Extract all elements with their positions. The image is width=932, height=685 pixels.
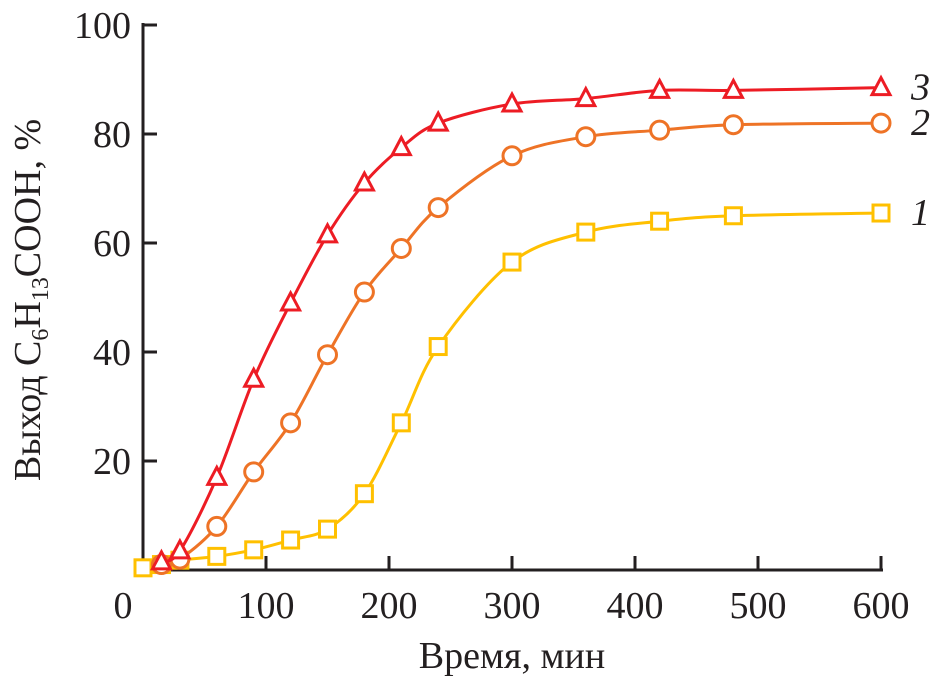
circle-marker: [501, 145, 523, 167]
x-tick-label: 400: [607, 585, 664, 627]
x-tick-label: 200: [361, 585, 418, 627]
circle-marker: [353, 281, 375, 303]
triangle-marker: [242, 366, 266, 388]
x-tick-label: 100: [238, 585, 295, 627]
square-marker: [871, 203, 891, 223]
square-marker: [576, 222, 596, 242]
x-tick-label: 300: [484, 585, 541, 627]
circle-marker: [649, 119, 671, 141]
series-2: 2: [150, 102, 930, 576]
square-marker: [428, 337, 448, 357]
y-tick-label: 20: [93, 441, 131, 483]
circle-marker: [427, 197, 449, 219]
square-marker: [133, 558, 153, 578]
circle-marker: [575, 126, 597, 148]
x-tick-label: 600: [853, 585, 910, 627]
x-tick-label: 500: [730, 585, 787, 627]
y-tick-label: 60: [93, 223, 131, 265]
series-3: 3: [149, 67, 930, 571]
square-marker: [318, 519, 337, 539]
series-label: 3: [910, 67, 930, 109]
y-tick-label: 100: [74, 5, 131, 47]
square-marker: [207, 546, 227, 566]
square-marker: [354, 484, 374, 504]
square-marker: [502, 252, 522, 272]
circle-marker: [206, 515, 228, 537]
y-tick-label: 40: [93, 332, 131, 374]
triangle-marker: [149, 548, 173, 571]
circle-marker: [722, 114, 744, 136]
x-tick-label: 0: [114, 585, 133, 627]
triangle-marker: [352, 169, 376, 192]
triangle-marker: [869, 74, 893, 97]
triangle-marker: [648, 77, 672, 99]
circle-marker: [280, 412, 302, 434]
square-marker: [391, 413, 411, 433]
series-label: 2: [911, 102, 930, 144]
triangle-marker: [316, 221, 339, 244]
x-axis-label: Время, мин: [419, 635, 605, 677]
triangle-marker: [721, 77, 745, 99]
circle-marker: [317, 344, 338, 366]
circle-marker: [243, 461, 265, 483]
y-axis-label: Выход C6H13COOH, %: [7, 119, 54, 481]
triangle-marker: [279, 289, 303, 312]
triangle-marker: [168, 537, 192, 560]
series-label: 1: [911, 192, 930, 234]
triangle-marker: [389, 134, 413, 157]
square-marker: [723, 206, 743, 226]
triangle-marker: [574, 85, 598, 108]
square-marker: [281, 530, 301, 550]
circle-marker: [390, 237, 412, 259]
y-tick-label: 80: [93, 114, 131, 156]
circle-marker: [870, 112, 892, 134]
triangle-marker: [426, 109, 450, 132]
square-marker: [650, 211, 670, 231]
triangle-marker: [205, 464, 229, 486]
triangle-marker: [500, 90, 524, 113]
square-marker: [244, 540, 264, 560]
